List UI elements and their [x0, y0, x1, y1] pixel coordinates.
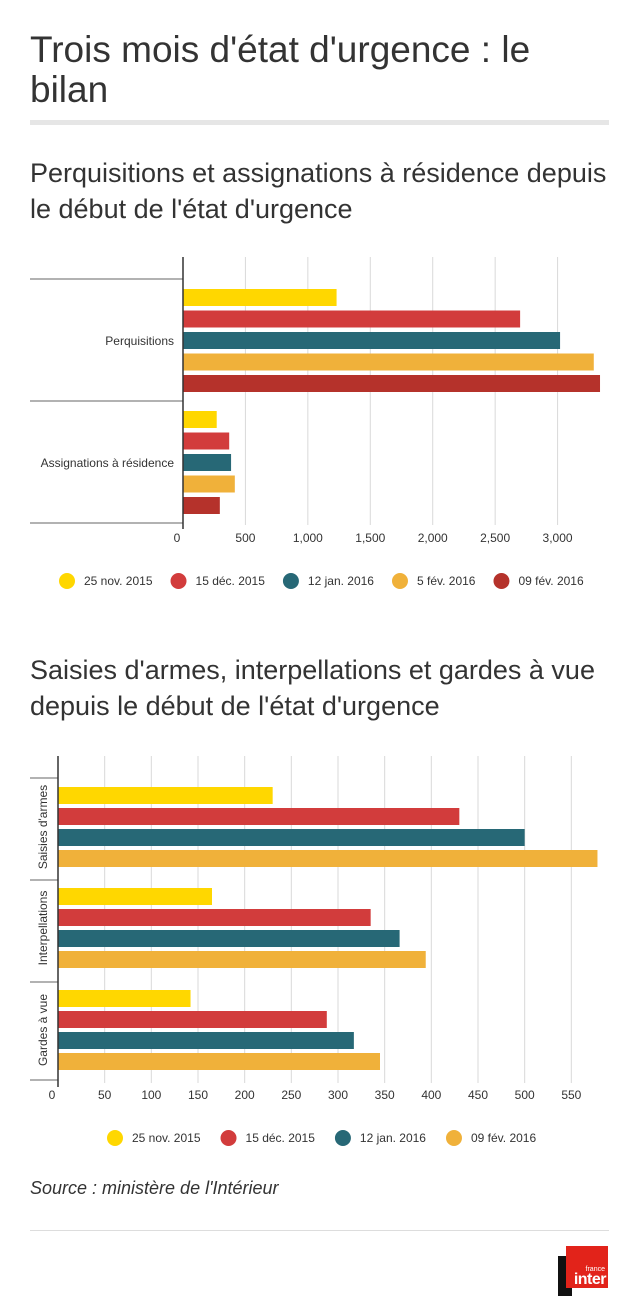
bar-perquisitions-15-dec-2015 — [183, 310, 521, 328]
bar-saisies-d-armes-15-dec-2015 — [58, 808, 460, 825]
legend-label: 25 nov. 2015 — [84, 574, 153, 588]
title-divider — [30, 120, 609, 125]
bar-perquisitions-12-jan-2016 — [183, 332, 561, 349]
bar-saisies-d-armes-12-jan-2016 — [58, 829, 525, 846]
x-tick-label: 3,000 — [543, 531, 573, 545]
bar-assignations-a-residence-09-fev-2016 — [183, 497, 220, 514]
bar-assignations-a-residence-25-nov-2015 — [183, 411, 217, 428]
france-inter-logo: france inter — [558, 1246, 608, 1296]
legend-label: 12 jan. 2016 — [360, 1131, 426, 1145]
legend-swatch — [59, 573, 75, 589]
x-tick-label: 500 — [235, 531, 255, 545]
x-tick-label: 350 — [375, 1088, 395, 1102]
x-tick-label: 400 — [421, 1088, 441, 1102]
source-note: Source : ministère de l'Intérieur — [30, 1178, 279, 1198]
footer-divider — [30, 1230, 609, 1231]
legend-label: 15 déc. 2015 — [196, 574, 266, 588]
bar-gardes-a-vue-15-dec-2015 — [58, 1011, 327, 1028]
x-tick-label: 250 — [281, 1088, 301, 1102]
legend-label: 15 déc. 2015 — [246, 1131, 316, 1145]
x-tick-label: 1,000 — [293, 531, 323, 545]
category-label: Assignations à résidence — [41, 456, 175, 470]
bar-interpellations-09-fev-2016 — [58, 951, 426, 968]
x-tick-label: 0 — [174, 531, 181, 545]
bar-gardes-a-vue-09-fev-2016 — [58, 1053, 380, 1070]
x-tick-label: 150 — [188, 1088, 208, 1102]
chart-2: Saisies d'armes Interpellations Gardes à v… — [30, 756, 598, 1146]
x-tick-label: 2,000 — [418, 531, 448, 545]
bar-interpellations-25-nov-2015 — [58, 888, 212, 905]
legend-swatch — [282, 573, 299, 589]
x-tick-label: 450 — [468, 1088, 488, 1102]
legend-swatch — [445, 1130, 462, 1146]
legend-swatch — [493, 573, 510, 589]
bar-perquisitions-09-fev-2016 — [183, 375, 601, 392]
x-tick-label: 0 — [49, 1088, 56, 1102]
category-label: Gardes à vue — [36, 994, 50, 1066]
legend-label: 09 fév. 2016 — [518, 574, 583, 588]
bar-perquisitions-25-nov-2015 — [183, 289, 337, 306]
x-tick-label: 550 — [561, 1088, 581, 1102]
x-tick-label: 100 — [141, 1088, 161, 1102]
page-title: Trois mois d'état d'urgence : le bilan — [30, 29, 531, 110]
chart-1: Perquisitions Assignations à résidence 0 50… — [30, 257, 601, 589]
bar-assignations-a-residence-5-fev-2016 — [183, 475, 235, 493]
bar-assignations-a-residence-12-jan-2016 — [183, 454, 232, 471]
x-tick-label: 2,500 — [480, 531, 510, 545]
legend-swatch — [107, 1130, 123, 1146]
bar-interpellations-12-jan-2016 — [58, 930, 400, 947]
legend-label: 5 fév. 2016 — [417, 574, 476, 588]
x-tick-label: 200 — [235, 1088, 255, 1102]
legend-label: 12 jan. 2016 — [308, 574, 374, 588]
legend-swatch — [220, 1130, 237, 1146]
bar-saisies-d-armes-09-fev-2016 — [58, 850, 598, 867]
x-tick-label: 500 — [515, 1088, 535, 1102]
x-tick-label: 300 — [328, 1088, 348, 1102]
category-label: Saisies d'armes — [36, 785, 50, 869]
category-label: Perquisitions — [105, 334, 174, 348]
chart-2-title: Saisies d'armes, interpellations et gard… — [30, 655, 595, 721]
legend-swatch — [170, 573, 187, 589]
bar-gardes-a-vue-12-jan-2016 — [58, 1032, 354, 1049]
x-tick-label: 1,500 — [355, 531, 385, 545]
bar-gardes-a-vue-25-nov-2015 — [58, 990, 191, 1007]
x-tick-label: 50 — [98, 1088, 112, 1102]
legend-swatch — [391, 573, 408, 589]
bar-perquisitions-5-fev-2016 — [183, 353, 594, 371]
bar-saisies-d-armes-25-nov-2015 — [58, 787, 273, 804]
bar-assignations-a-residence-15-dec-2015 — [183, 432, 230, 450]
chart-1-title: Perquisitions et assignations à résidenc… — [30, 158, 607, 224]
legend-label: 25 nov. 2015 — [132, 1131, 201, 1145]
legend-swatch — [334, 1130, 351, 1146]
legend-label: 09 fév. 2016 — [471, 1131, 536, 1145]
category-label: Interpellations — [36, 891, 50, 966]
bar-interpellations-15-dec-2015 — [58, 909, 371, 926]
